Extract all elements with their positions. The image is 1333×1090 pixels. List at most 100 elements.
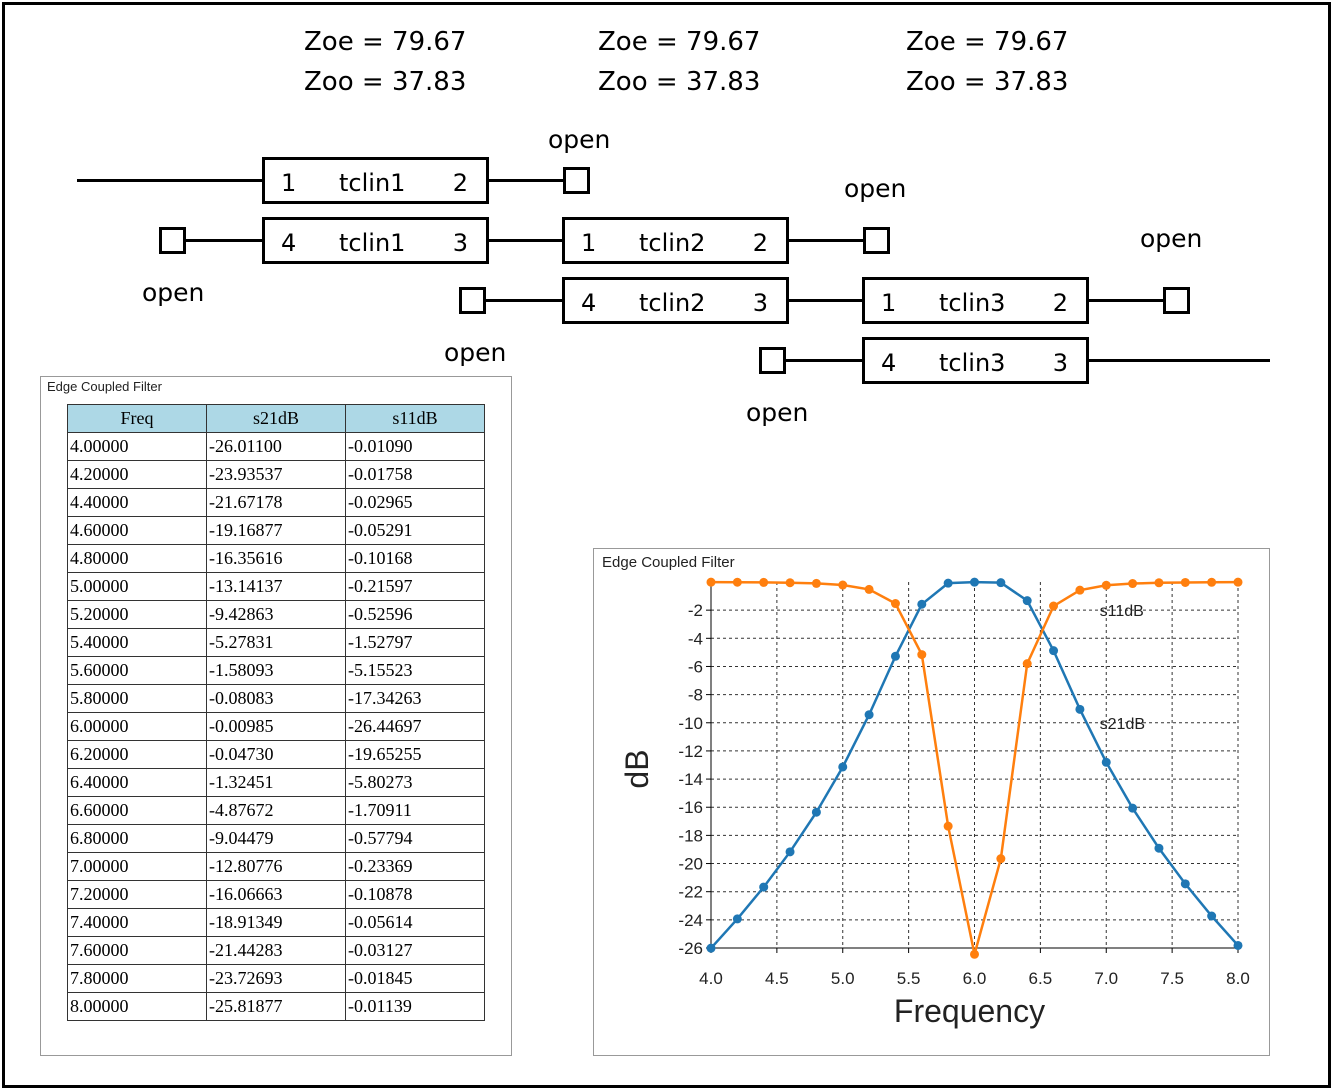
s21db-cell: -16.35616 xyxy=(206,544,346,573)
y-tick-label: -16 xyxy=(678,798,703,817)
freq-cell: 5.20000 xyxy=(67,600,207,629)
s21db-cell: -21.44283 xyxy=(206,936,346,965)
zoe-label-1: Zoe = 79.67 xyxy=(304,27,467,57)
y-axis-label: dB xyxy=(619,749,655,788)
s21dB-point xyxy=(706,943,716,953)
s11dB-point xyxy=(838,580,848,590)
table-row: 4.20000 -23.93537 -0.01758 xyxy=(67,460,485,489)
s21db-cell: -26.01100 xyxy=(206,432,346,461)
table-row: 7.60000 -21.44283 -0.03127 xyxy=(67,936,485,965)
zoo-label-3: Zoo = 37.83 xyxy=(906,67,1069,97)
s11db-cell: -0.01758 xyxy=(345,460,485,489)
y-tick-label: -6 xyxy=(688,657,703,676)
s11db-cell: -0.10168 xyxy=(345,544,485,573)
s11db-cell: -0.23369 xyxy=(345,852,485,881)
block-name: tclin2 xyxy=(639,229,706,257)
freq-cell: 7.40000 xyxy=(67,908,207,937)
s11dB-point xyxy=(1207,577,1217,587)
zoo-label-2: Zoo = 37.83 xyxy=(598,67,761,97)
s11dB-point xyxy=(1075,585,1085,595)
s21db-cell: -12.80776 xyxy=(206,852,346,881)
s11db-cell: -0.01139 xyxy=(345,992,485,1021)
port-label: 4 xyxy=(581,289,597,317)
s11dB-point xyxy=(890,599,900,609)
s21db-cell: -1.58093 xyxy=(206,656,346,685)
x-tick-label: 7.0 xyxy=(1094,969,1118,988)
x-axis-label: Frequency xyxy=(894,993,1045,1029)
table-row: 7.20000 -16.06663 -0.10878 xyxy=(67,880,485,909)
s11dB-point xyxy=(811,578,821,588)
output-line xyxy=(1087,359,1270,362)
freq-cell: 6.60000 xyxy=(67,796,207,825)
table-row: 4.00000 -26.01100 -0.01090 xyxy=(67,432,485,461)
s11db-cell: -17.34263 xyxy=(345,684,485,713)
s21dB-point xyxy=(864,710,874,720)
s21dB-point xyxy=(732,914,742,924)
header-s21db: s21dB xyxy=(206,404,346,433)
freq-cell: 4.20000 xyxy=(67,460,207,489)
block-name: tclin2 xyxy=(639,289,706,317)
freq-cell: 4.40000 xyxy=(67,488,207,517)
y-tick-label: -20 xyxy=(678,855,703,874)
y-tick-label: -26 xyxy=(678,939,703,958)
tclin2-bottom-block: 4 tclin2 3 xyxy=(562,277,789,324)
s21db-cell: -4.87672 xyxy=(206,796,346,825)
s11dB-point xyxy=(1180,577,1190,587)
freq-cell: 4.00000 xyxy=(67,432,207,461)
x-tick-label: 8.0 xyxy=(1226,969,1250,988)
header-s11db: s11dB xyxy=(345,404,485,433)
open-stub-3 xyxy=(863,227,890,254)
wire-tclin3-p4 xyxy=(786,359,864,362)
x-tick-label: 6.5 xyxy=(1029,969,1053,988)
s21db-cell: -18.91349 xyxy=(206,908,346,937)
s21db-cell: -5.27831 xyxy=(206,628,346,657)
s21dB-point xyxy=(785,847,795,857)
table-row: 7.00000 -12.80776 -0.23369 xyxy=(67,852,485,881)
x-tick-label: 5.0 xyxy=(831,969,855,988)
port-label: 4 xyxy=(881,349,897,377)
y-tick-label: -12 xyxy=(678,742,703,761)
s21db-cell: -0.08083 xyxy=(206,684,346,713)
table-row: 5.20000 -9.42863 -0.52596 xyxy=(67,600,485,629)
y-tick-label: -8 xyxy=(688,686,703,705)
input-line xyxy=(77,179,263,182)
table-row: 4.40000 -21.67178 -0.02965 xyxy=(67,488,485,517)
s11dB-point xyxy=(943,821,953,831)
tclin3-bottom-block: 4 tclin3 3 xyxy=(862,337,1089,384)
freq-cell: 5.80000 xyxy=(67,684,207,713)
table-row: 6.00000 -0.00985 -26.44697 xyxy=(67,712,485,741)
wire-tclin2-p2 xyxy=(787,239,864,242)
s11dB-point xyxy=(996,854,1006,864)
s21db-cell: -23.72693 xyxy=(206,964,346,993)
tclin1-top-block: 1 tclin1 2 xyxy=(262,157,489,204)
s11db-cell: -0.52596 xyxy=(345,600,485,629)
freq-cell: 5.60000 xyxy=(67,656,207,685)
chart-svg: 4.0 4.5 5.0 5.5 6.0 6.5 7.0 7.5 8.0 -2 -4 -6 -8 -10 -1… xyxy=(619,577,1250,1029)
s11dB-point xyxy=(864,584,874,594)
s11db-cell: -0.02965 xyxy=(345,488,485,517)
s21db-cell: -19.16877 xyxy=(206,516,346,545)
wire-tclin1-p4 xyxy=(186,239,263,242)
open-label-5: open xyxy=(1140,224,1203,253)
s11dB-point xyxy=(1154,578,1164,588)
port-label: 2 xyxy=(752,229,768,257)
s21dB-point xyxy=(1154,843,1164,853)
s21dB-point xyxy=(1207,911,1217,921)
s11dB-point xyxy=(732,577,742,587)
s11db-cell: -1.52797 xyxy=(345,628,485,657)
s21dB-point xyxy=(1180,879,1190,889)
freq-cell: 7.00000 xyxy=(67,852,207,881)
s11db-cell: -0.01090 xyxy=(345,432,485,461)
s11db-cell: -5.15523 xyxy=(345,656,485,685)
chart-panel: Edge Coupled Filter 4.0 4.5 5.0 5.5 6.0 6.5 7.… xyxy=(593,548,1270,1056)
s21db-cell: -0.04730 xyxy=(206,740,346,769)
s21dB-point xyxy=(943,578,953,588)
s21dB-point xyxy=(1022,596,1032,606)
table-row: 6.60000 -4.87672 -1.70911 xyxy=(67,796,485,825)
s21db-annotation: s21dB xyxy=(1100,716,1145,733)
s11dB-point xyxy=(759,577,769,587)
block-name: tclin1 xyxy=(339,169,406,197)
port-label: 2 xyxy=(1052,289,1068,317)
s11dB-point xyxy=(706,577,716,587)
table-row: 4.80000 -16.35616 -0.10168 xyxy=(67,544,485,573)
